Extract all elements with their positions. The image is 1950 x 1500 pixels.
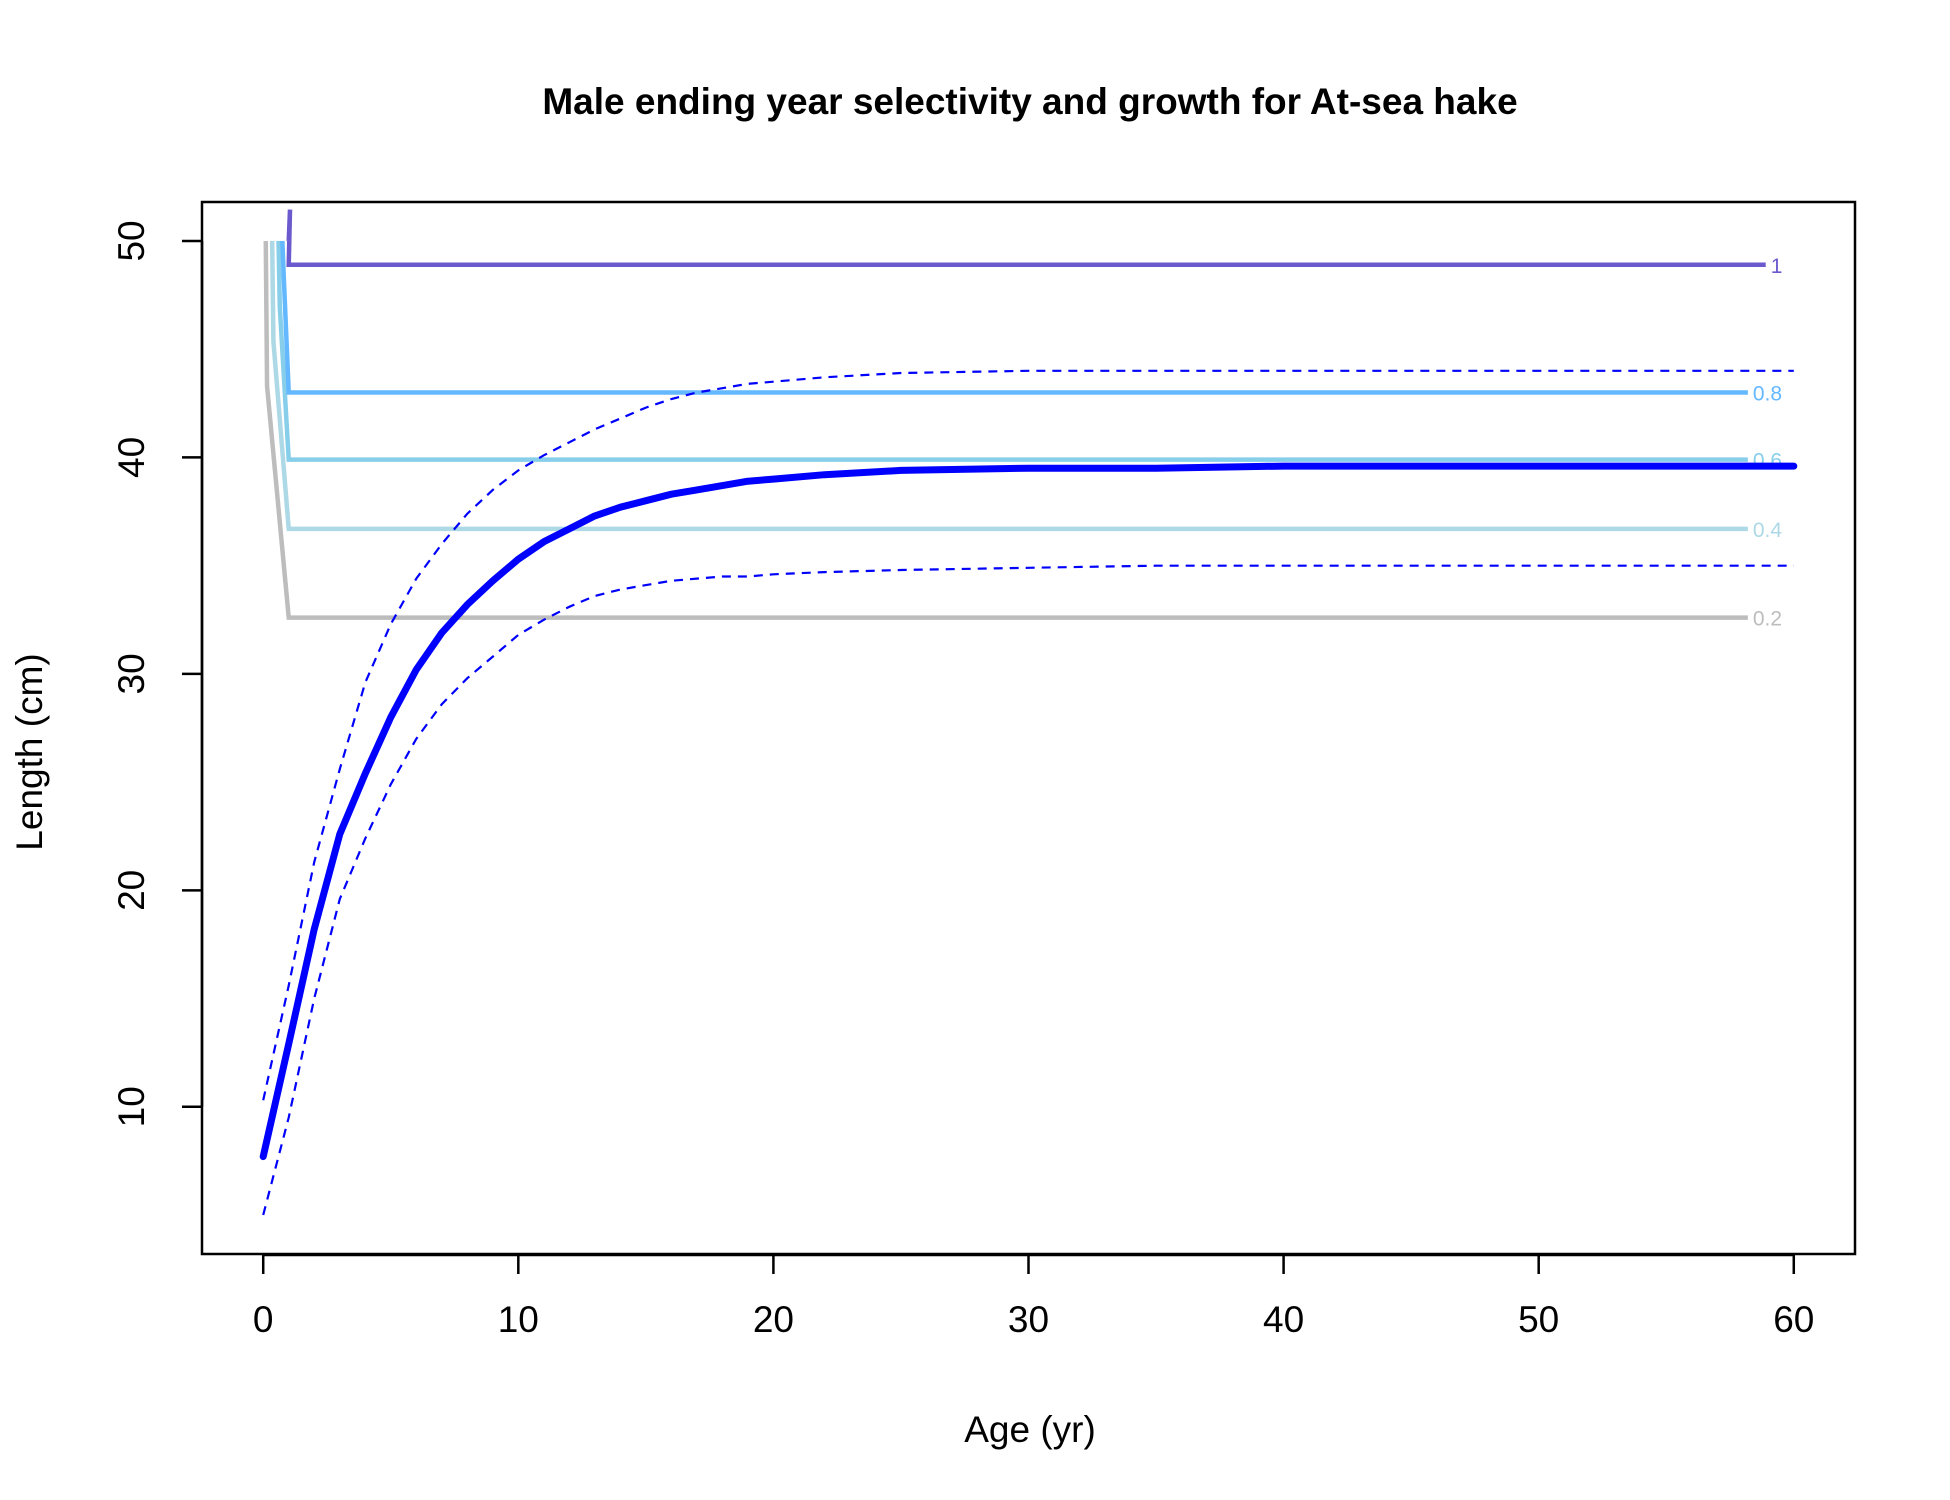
plot-frame [200, 200, 1857, 1256]
x-axis: 0 10 20 30 40 50 60 [253, 1253, 1814, 1340]
x-tick-label: 60 [1773, 1299, 1814, 1340]
selectivity-line-0-6 [276, 240, 1748, 462]
x-tick-label: 10 [498, 1299, 539, 1340]
growth-lower-interval [262, 564, 1794, 1216]
x-tick-label: 0 [253, 1299, 274, 1340]
plot-marks: 0.20.40.60.81 [259, 209, 1798, 1216]
y-tick-label: 20 [111, 870, 152, 911]
x-tick-label: 50 [1518, 1299, 1559, 1340]
growth-mean-line [259, 462, 1798, 1161]
y-tick-label: 10 [111, 1086, 152, 1127]
y-axis-label: Length (cm) [9, 653, 50, 850]
selectivity-line-0-2 [263, 240, 1748, 620]
selectivity-label-0-2: 0.2 [1753, 608, 1782, 631]
y-tick-label: 30 [111, 653, 152, 694]
x-tick-label: 20 [753, 1299, 794, 1340]
selectivity-label-0-8: 0.8 [1753, 382, 1782, 405]
x-tick-label: 30 [1008, 1299, 1049, 1340]
x-tick-label: 40 [1263, 1299, 1304, 1340]
selectivity-label-1: 1 [1771, 255, 1783, 278]
chart-title: Male ending year selectivity and growth … [542, 81, 1517, 122]
growth-upper-interval [262, 369, 1794, 1101]
selectivity-label-0-4: 0.4 [1753, 519, 1783, 542]
x-axis-label: Age (yr) [964, 1409, 1096, 1450]
y-axis: 10 20 30 40 50 [111, 220, 204, 1127]
selectivity-line-0-4 [269, 240, 1748, 532]
y-tick-label: 40 [111, 437, 152, 478]
selectivity-line-1 [286, 209, 1766, 268]
selectivity-line-0-8 [280, 240, 1748, 395]
y-tick-label: 50 [111, 220, 152, 261]
